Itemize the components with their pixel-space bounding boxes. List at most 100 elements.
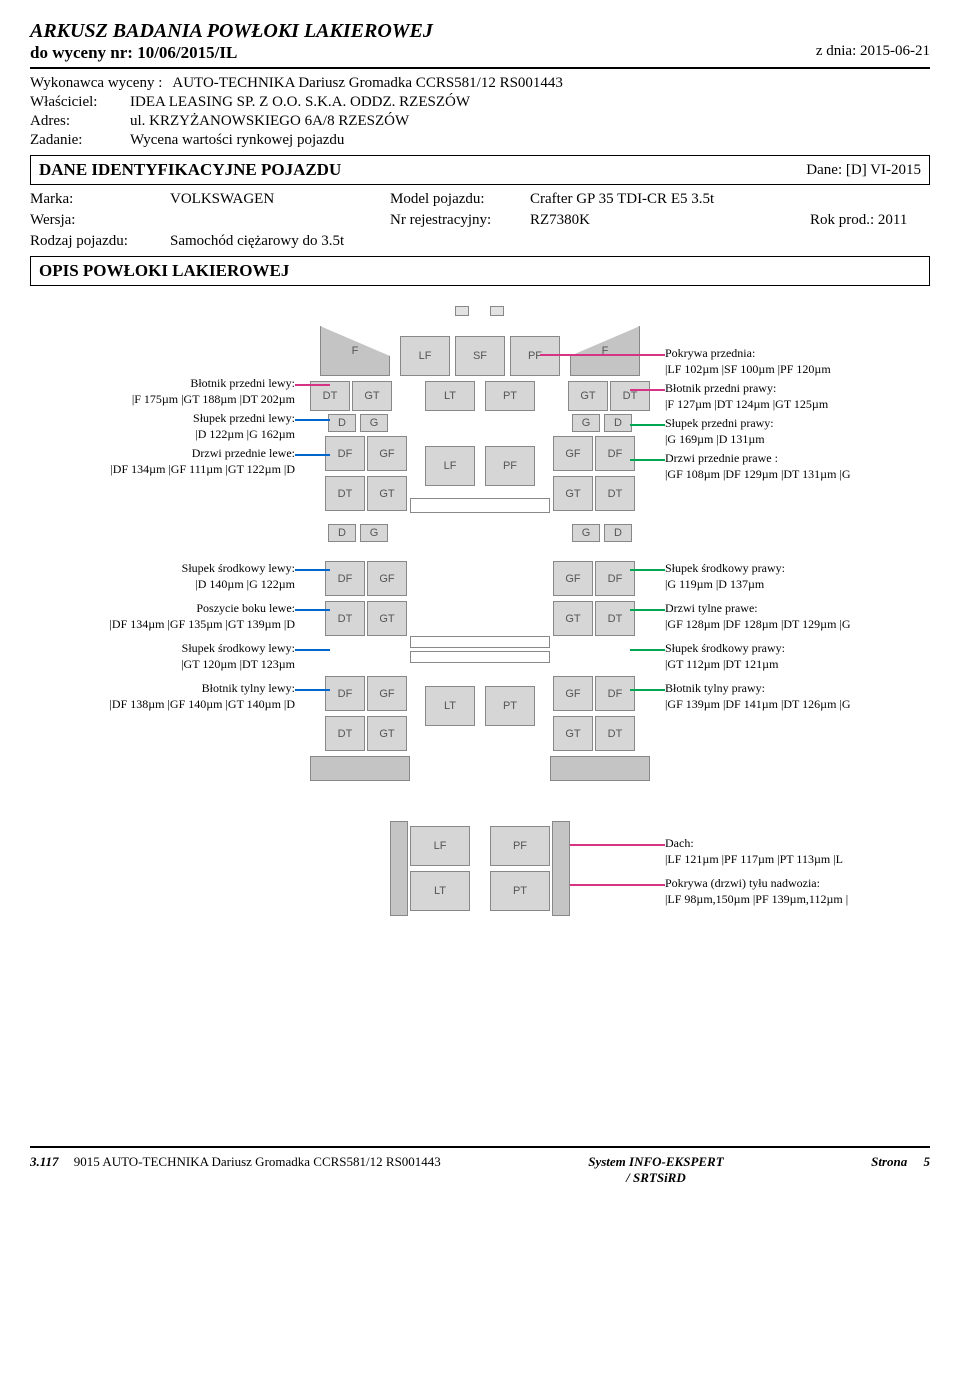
panel-bumper-r: [550, 756, 650, 781]
label-l2: Słupek przedni lewy: |D 122µm |G 162µm: [30, 411, 295, 442]
footer-ver: 3.117: [30, 1154, 59, 1169]
r3-title: Słupek przedni prawy:: [665, 416, 774, 431]
marka: VOLKSWAGEN: [170, 191, 390, 208]
l4-val: |D 140µm |G 122µm: [30, 577, 295, 592]
date-value: 2015-06-21: [860, 43, 930, 59]
panel-gt-l1: GT: [352, 381, 392, 411]
panel-dt-r2: DT: [595, 476, 635, 511]
label-r7: Słupek środkowy prawy: |GT 112µm |DT 121…: [665, 641, 785, 672]
panel-dt-r1: DT: [610, 381, 650, 411]
label-l3: Drzwi przednie lewe: |DF 134µm |GF 111µm…: [30, 446, 295, 477]
marka-l: Marka:: [30, 191, 170, 208]
doc-label: do wyceny nr:: [30, 43, 133, 62]
r4-title: Drzwi przednie prawe :: [665, 451, 850, 466]
footer: 3.117 9015 AUTO-TECHNIKA Dariusz Gromadk…: [30, 1146, 930, 1186]
panel-lf2: LF: [425, 446, 475, 486]
panel-gt-r2: GT: [553, 476, 593, 511]
footer-mid2: / SRTSiRD: [588, 1170, 723, 1186]
label-r9: Dach: |LF 121µm |PF 117µm |PT 113µm |L: [665, 836, 843, 867]
panel-df-r2: DF: [595, 561, 635, 596]
panel-gf-l2: GF: [367, 561, 407, 596]
label-l7: Błotnik tylny lewy: |DF 138µm |GF 140µm …: [30, 681, 295, 712]
panel-g-r1: G: [572, 414, 600, 432]
panel-lt1: LT: [425, 381, 475, 411]
label-r2: Błotnik przedni prawy: |F 127µm |DT 124µ…: [665, 381, 828, 412]
l6-title: Słupek środkowy lewy:: [30, 641, 295, 656]
r4-val: |GF 108µm |DF 129µm |DT 131µm |G: [665, 467, 850, 482]
panel-g-r2: G: [572, 524, 600, 542]
r5-title: Słupek środkowy prawy:: [665, 561, 785, 576]
panel-gt-l3: GT: [367, 601, 407, 636]
panel-dt-l2: DT: [325, 476, 365, 511]
label-l6: Słupek środkowy lewy: |GT 120µm |DT 123µ…: [30, 641, 295, 672]
panel-d-r2: D: [604, 524, 632, 542]
panel-gf-l3: GF: [367, 676, 407, 711]
rodzaj: Samochód ciężarowy do 3.5t: [170, 233, 390, 250]
adres-value: ul. KRZYŻANOWSKIEGO 6A/8 RZESZÓW: [130, 113, 409, 130]
r2-val: |F 127µm |DT 124µm |GT 125µm: [665, 397, 828, 412]
footer-mid1: System INFO-EKSPERT: [588, 1154, 723, 1170]
line-r2: [630, 389, 665, 391]
panel-g-l1: G: [360, 414, 388, 432]
panel-f-r: F: [570, 326, 640, 376]
panel-gt-r4: GT: [553, 716, 593, 751]
label-r6: Drzwi tylne prawe: |GF 128µm |DF 128µm |…: [665, 601, 850, 632]
panel-df-r3: DF: [595, 676, 635, 711]
line-r10: [570, 884, 665, 886]
r10-val: |LF 98µm,150µm |PF 139µm,112µm |: [665, 892, 848, 907]
line-l4: [295, 569, 330, 571]
label-r1: Pokrywa przednia: |LF 102µm |SF 100µm |P…: [665, 346, 831, 377]
opis-box: OPIS POWŁOKI LAKIEROWEJ: [30, 256, 930, 286]
header-sub: do wyceny nr: 10/06/2015/IL z dnia: 2015…: [30, 43, 930, 69]
r8-val: |GF 139µm |DF 141µm |DT 126µm |G: [665, 697, 850, 712]
model-l: Model pojazdu:: [390, 191, 530, 208]
r3-val: |G 169µm |D 131µm: [665, 432, 774, 447]
label-r5: Słupek środkowy prawy: |G 119µm |D 137µm: [665, 561, 785, 592]
panel-gap3: [410, 651, 550, 663]
line-l5: [295, 609, 330, 611]
panel-lt2: LT: [425, 686, 475, 726]
panel-pf: PF: [510, 336, 560, 376]
l7-title: Błotnik tylny lewy:: [30, 681, 295, 696]
paint-diagram: Błotnik przedni lewy: |F 175µm |GT 188µm…: [30, 306, 930, 1126]
date-label: z dnia:: [816, 43, 856, 59]
r10-title: Pokrywa (drzwi) tyłu nadwozia:: [665, 876, 848, 891]
l5-title: Poszycie boku lewe:: [30, 601, 295, 616]
dane-right: Dane: [D] VI-2015: [806, 162, 921, 179]
panel-gt-r1: GT: [568, 381, 608, 411]
wykonawca-label: Wykonawca wyceny :: [30, 75, 162, 92]
line-r5: [630, 569, 665, 571]
panel-df-l2: DF: [325, 561, 365, 596]
wlasciciel-label: Właściciel:: [30, 94, 120, 111]
panel-pt2: PT: [485, 686, 535, 726]
wykonawca-value: AUTO-TECHNIKA Dariusz Gromadka CCRS581/1…: [172, 75, 563, 92]
vehicle-schematic: F LF SF PF F DT GT LT PT GT DT D G G D D…: [310, 306, 650, 1106]
r9-title: Dach:: [665, 836, 843, 851]
line-r8: [630, 689, 665, 691]
wersja-l: Wersja:: [30, 212, 170, 229]
dane-box: DANE IDENTYFIKACYJNE POJAZDU Dane: [D] V…: [30, 155, 930, 185]
l7-val: |DF 138µm |GF 140µm |GT 140µm |D: [30, 697, 295, 712]
panel-df-l3: DF: [325, 676, 365, 711]
label-l1: Błotnik przedni lewy: |F 175µm |GT 188µm…: [30, 376, 295, 407]
panel-bumper-l: [310, 756, 410, 781]
panel-d-l1: D: [328, 414, 356, 432]
line-r6: [630, 609, 665, 611]
panel-gf-r3: GF: [553, 676, 593, 711]
panel-df-l1: DF: [325, 436, 365, 471]
panel-roof-side-l: [390, 821, 408, 916]
r6-val: |GF 128µm |DF 128µm |DT 129µm |G: [665, 617, 850, 632]
l1-title: Błotnik przedni lewy:: [30, 376, 295, 391]
panel-df-r1: DF: [595, 436, 635, 471]
line-l3: [295, 454, 330, 456]
panel-dt-l4: DT: [325, 716, 365, 751]
panel-gf-r2: GF: [553, 561, 593, 596]
panel-roof-pf: PF: [490, 826, 550, 866]
l2-title: Słupek przedni lewy:: [30, 411, 295, 426]
panel-roof-side-r: [552, 821, 570, 916]
rodzaj-l: Rodzaj pojazdu:: [30, 233, 170, 250]
line-r9: [570, 844, 665, 846]
l4-title: Słupek środkowy lewy:: [30, 561, 295, 576]
r8-title: Błotnik tylny prawy:: [665, 681, 850, 696]
label-l4: Słupek środkowy lewy: |D 140µm |G 122µm: [30, 561, 295, 592]
